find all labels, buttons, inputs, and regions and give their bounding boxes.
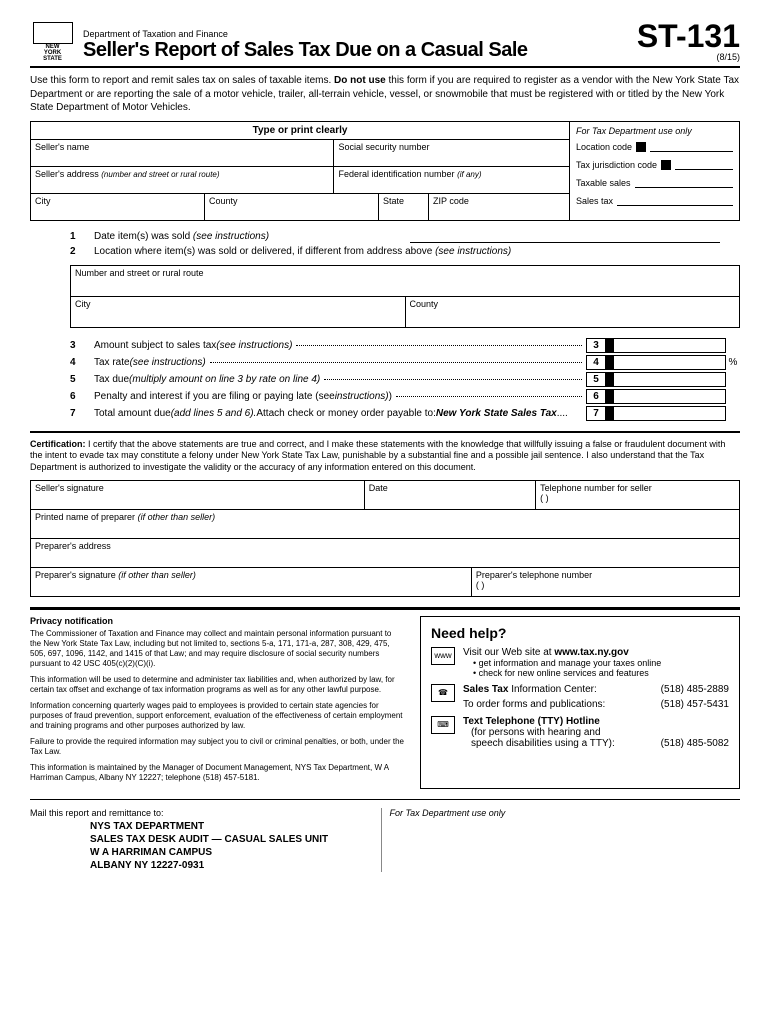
seller-info-box: Type or print clearly Seller's name Soci… [30,121,740,221]
seller-phone-field[interactable]: Telephone number for seller( ) [535,481,739,509]
department-name: Department of Taxation and Finance [83,29,637,39]
line5-value[interactable] [606,372,726,387]
type-print-heading: Type or print clearly [31,122,569,139]
help-box: Need help? www Visit our Web site at www… [420,616,740,789]
seller-address-field[interactable]: Seller's address (number and street or r… [31,167,334,193]
nys-logo: NEW YORK STATE [30,22,75,62]
loc-county-field[interactable]: County [405,297,740,327]
preparer-address-field[interactable]: Preparer's address [31,539,739,567]
date-sold-field[interactable] [410,231,720,243]
loc-street-field[interactable]: Number and street or rural route [71,266,739,296]
county-field[interactable]: County [205,194,379,220]
federal-id-field[interactable]: Federal identification number (if any) [334,167,569,193]
date-field[interactable]: Date [364,481,535,509]
line7-value[interactable] [606,406,726,421]
www-icon: www [431,647,455,665]
seller-name-field[interactable]: Seller's name [31,140,334,166]
line6-value[interactable] [606,389,726,404]
preparer-signature-field[interactable]: Preparer's signature (if other than sell… [31,568,471,596]
numbered-items: 1Date item(s) was sold (see instructions… [30,231,740,257]
preparer-name-field[interactable]: Printed name of preparer (if other than … [31,510,739,538]
mailing-section: Mail this report and remittance to: NYS … [30,808,740,872]
line4-value[interactable] [606,355,726,370]
signature-box: Seller's signature Date Telephone number… [30,480,740,597]
form-number: ST-131 [637,20,740,52]
preparer-phone-field[interactable]: Preparer's telephone number( ) [471,568,739,596]
form-title: Seller's Report of Sales Tax Due on a Ca… [83,39,637,62]
form-header: NEW YORK STATE Department of Taxation an… [30,20,740,68]
line3-value[interactable] [606,338,726,353]
certification-text: Certification: I certify that the above … [30,439,740,474]
phone-icon: ☎ [431,684,455,702]
ssn-field[interactable]: Social security number [334,140,569,166]
seller-signature-field[interactable]: Seller's signature [31,481,364,509]
loc-city-field[interactable]: City [71,297,405,327]
privacy-notification: Privacy notification The Commissioner of… [30,616,404,789]
calculation-section: 3Amount subject to sales tax (see instru… [30,338,740,421]
dept-use-box: For Tax Department use only Location cod… [569,122,739,220]
tty-icon: ⌨ [431,716,455,734]
location-box: Number and street or rural route City Co… [70,265,740,328]
state-field[interactable]: State [379,194,429,220]
city-field[interactable]: City [31,194,205,220]
intro-text: Use this form to report and remit sales … [30,74,740,115]
zip-field[interactable]: ZIP code [429,194,569,220]
